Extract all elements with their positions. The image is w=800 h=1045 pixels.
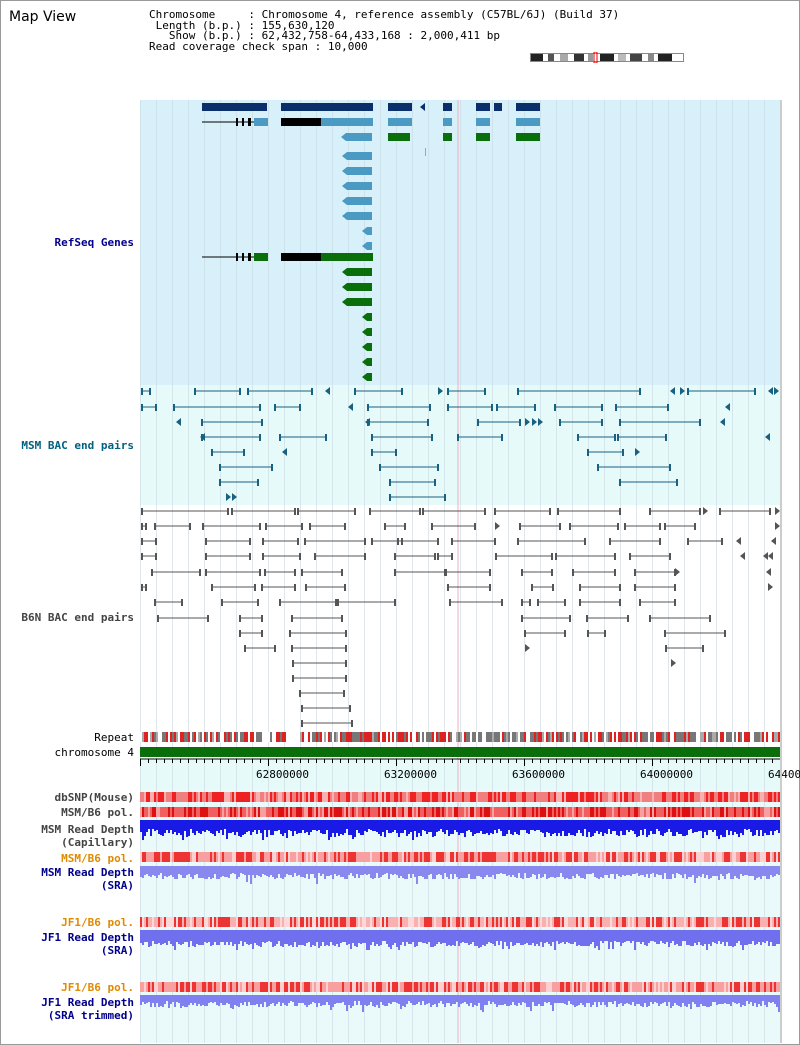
show-value: 62,432,758-64,433,168 : 2,000,411 bp <box>261 29 501 42</box>
axis-tick-label-5: 64400 <box>768 768 800 781</box>
track-label-msm-bac[interactable]: MSM BAC end pairs <box>21 439 134 452</box>
length-key: Length (b.p.) <box>155 18 242 32</box>
refseq-genes-track[interactable] <box>140 100 780 385</box>
refseq-track-bg <box>140 100 780 385</box>
track-label-dbsnp[interactable]: dbSNP(Mouse) <box>54 791 134 804</box>
track-label-jf1-depth-trimmed[interactable]: JF1 Read Depth (SRA trimmed) <box>41 996 134 1022</box>
axis-tick-label-2: 63200000 <box>384 768 437 781</box>
gene-stack-green[interactable] <box>342 268 372 381</box>
chromosome-ideogram[interactable] <box>530 52 684 63</box>
axis-track-bg <box>140 760 780 790</box>
jf1-b6-pol-trimmed-track[interactable] <box>140 982 780 992</box>
track-label-b6n-bac[interactable]: B6N BAC end pairs <box>21 611 134 624</box>
vertical-scrollbar[interactable] <box>780 100 782 1043</box>
page-title: Map View <box>9 9 77 25</box>
msm-b6-pol-track[interactable] <box>140 807 780 817</box>
repeat-track[interactable] <box>140 732 780 742</box>
jf1-depth-sra-track[interactable] <box>140 930 780 950</box>
track-label-msm-b6-pol-sra[interactable]: MSM/B6 pol. <box>61 852 134 865</box>
chromosome-info: Chromosome : Chromosome 4, reference ass… <box>149 8 620 53</box>
gene-row-2[interactable] <box>202 118 540 126</box>
dbsnp-track[interactable] <box>140 792 780 802</box>
show-key: Show (b.p.) <box>168 29 242 42</box>
track-label-msm-depth-capillary[interactable]: MSM Read Depth (Capillary) <box>41 823 134 849</box>
coverage-key: Read coverage check span <box>149 39 308 53</box>
jf1-b6-pol-track[interactable] <box>140 917 780 927</box>
chromosome-bar[interactable] <box>140 747 780 757</box>
msm-bac-track[interactable] <box>140 385 780 505</box>
axis-tick-label-3: 63600000 <box>512 768 565 781</box>
position-axis: 62800000 63200000 63600000 64000000 6440… <box>140 758 800 781</box>
axis-tick-label-1: 62800000 <box>256 768 309 781</box>
msm-bac-track-bg <box>140 385 780 505</box>
track-label-msm-depth-sra[interactable]: MSM Read Depth (SRA) <box>41 866 134 892</box>
gene-row-green-long[interactable] <box>202 253 373 261</box>
gene-stack-light[interactable] <box>342 152 372 250</box>
jf1-depth-trimmed-track[interactable] <box>140 995 780 1013</box>
length-value: 155,630,120 <box>261 18 335 32</box>
coverage-value: 10,000 <box>327 39 368 53</box>
track-label-msm-b6-pol[interactable]: MSM/B6 pol. <box>61 806 134 819</box>
track-label-refseq[interactable]: RefSeq Genes <box>54 236 134 249</box>
msm-b6-pol-sra-track[interactable] <box>140 852 780 862</box>
chromosome-key: Chromosome <box>149 8 216 21</box>
chromosome-value: Chromosome 4, reference assembly (C57BL/… <box>261 8 620 21</box>
track-label-chromosome[interactable]: chromosome 4 <box>54 746 134 759</box>
axis-tick-label-4: 64000000 <box>640 768 693 781</box>
gene-row-3[interactable] <box>341 133 540 156</box>
track-label-repeat[interactable]: Repeat <box>94 731 134 744</box>
track-label-jf1-b6-pol-trimmed[interactable]: JF1/B6 pol. <box>61 981 134 994</box>
msm-depth-capillary-track[interactable] <box>140 820 780 840</box>
track-label-jf1-depth-sra[interactable]: JF1 Read Depth (SRA) <box>41 931 134 957</box>
track-label-jf1-b6-pol[interactable]: JF1/B6 pol. <box>61 916 134 929</box>
b6n-bac-track[interactable] <box>140 505 780 730</box>
gene-row-1[interactable] <box>202 103 540 111</box>
msm-depth-sra-track[interactable] <box>140 866 780 884</box>
